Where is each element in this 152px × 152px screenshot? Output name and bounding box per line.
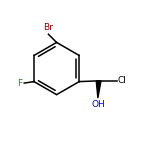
Text: OH: OH [92, 100, 105, 109]
Text: F: F [17, 79, 22, 88]
Polygon shape [96, 81, 101, 98]
Text: Cl: Cl [117, 76, 126, 85]
Text: Br: Br [43, 23, 53, 32]
